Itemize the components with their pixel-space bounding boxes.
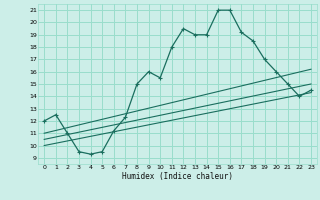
X-axis label: Humidex (Indice chaleur): Humidex (Indice chaleur): [122, 172, 233, 181]
